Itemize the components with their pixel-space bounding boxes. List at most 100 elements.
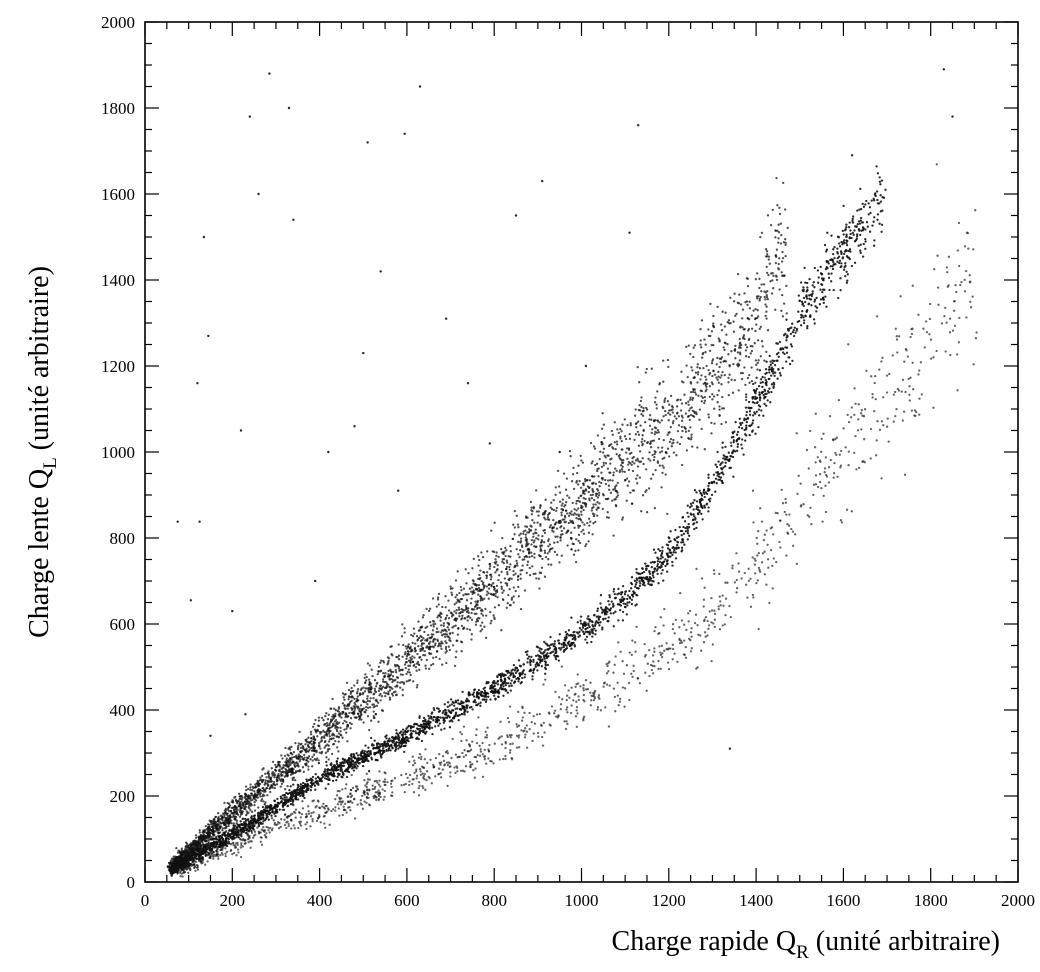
data-point-upper (741, 326, 744, 329)
data-point-upper (596, 506, 599, 509)
data-point-upper (577, 483, 580, 486)
data-point-upper (253, 801, 256, 804)
data-point-upper (489, 578, 493, 581)
data-point-middle (808, 277, 811, 281)
data-point-middle (626, 604, 629, 607)
data-point-upper (519, 577, 522, 580)
data-point-upper (266, 784, 270, 788)
data-point-upper (561, 518, 564, 521)
data-point-upper (555, 506, 559, 510)
data-point-upper (435, 605, 438, 608)
data-point-middle (879, 183, 882, 186)
data-point-upper (692, 346, 695, 349)
data-point-upper (661, 471, 664, 475)
data-point-upper (358, 693, 361, 697)
data-point-upper (684, 427, 687, 430)
data-point-upper (347, 698, 350, 701)
data-point-upper (484, 636, 488, 640)
data-point-upper (476, 599, 479, 603)
data-point-upper (356, 679, 359, 682)
data-point-upper (671, 411, 674, 414)
data-point-upper (596, 514, 599, 517)
data-point-upper (356, 690, 359, 693)
data-point-middle (772, 386, 775, 389)
data-point-upper (753, 342, 756, 345)
data-point-upper (577, 464, 580, 467)
data-point-upper (550, 563, 553, 566)
data-point-middle (693, 527, 696, 531)
data-point-middle (785, 351, 789, 354)
data-point-upper (353, 684, 356, 687)
data-point-upper (251, 789, 254, 792)
data-point-upper (483, 571, 486, 574)
data-point-upper (660, 450, 664, 453)
data-point-upper (525, 539, 528, 542)
data-point-upper (707, 328, 710, 331)
data-point-upper (626, 447, 629, 450)
data-point-upper (447, 609, 451, 612)
data-point-upper (199, 836, 202, 839)
data-point-upper (519, 537, 523, 540)
data-point-upper (396, 685, 399, 688)
data-point-middle (634, 585, 637, 588)
data-point-upper (544, 555, 548, 559)
data-point-upper (327, 758, 330, 761)
data-point-middle (527, 655, 531, 658)
data-point-middle (683, 520, 687, 523)
data-point-upper (177, 849, 180, 852)
data-point-upper (258, 782, 262, 786)
data-point-middle (819, 288, 822, 291)
data-point-upper (543, 511, 547, 515)
data-point-upper (380, 659, 383, 662)
data-point-upper (392, 691, 396, 694)
data-point-upper (480, 612, 483, 615)
data-point-upper (728, 373, 731, 376)
data-point-upper (244, 785, 248, 788)
data-point-upper (637, 459, 640, 462)
data-point-middle (608, 603, 611, 606)
data-point-middle (864, 228, 867, 231)
data-point-upper (461, 614, 464, 617)
data-point-upper (348, 711, 351, 715)
data-point-upper (318, 744, 321, 747)
data-point-upper (645, 468, 648, 471)
data-point-upper (738, 293, 741, 296)
data-point-upper (436, 598, 440, 601)
data-point-upper (571, 473, 575, 476)
data-point-upper (750, 327, 754, 330)
data-point-upper (279, 785, 282, 788)
data-point-upper (437, 645, 440, 648)
data-point-upper (303, 756, 306, 759)
data-point-upper (539, 544, 542, 547)
data-point-upper (750, 314, 754, 317)
data-point-upper (365, 679, 368, 682)
data-point-upper (516, 578, 520, 581)
data-point-upper (231, 800, 235, 803)
data-point-upper (360, 710, 363, 713)
data-point-middle (770, 383, 774, 386)
data-point-upper (298, 730, 301, 734)
data-point-middle (526, 657, 529, 660)
data-point-upper (502, 589, 505, 592)
data-point-upper (711, 398, 714, 401)
data-point-upper (437, 592, 441, 596)
data-point-upper (226, 812, 229, 815)
data-point-upper (664, 397, 667, 400)
data-point-middle (568, 640, 571, 643)
data-point-upper (704, 343, 707, 346)
data-point-upper (635, 477, 638, 480)
data-point-middle (651, 574, 655, 577)
data-point-upper (568, 449, 572, 453)
data-point-upper (239, 808, 242, 812)
data-point-upper (419, 635, 422, 638)
data-point-middle (427, 714, 430, 718)
data-point-upper (588, 479, 592, 482)
data-point-upper (767, 255, 771, 258)
data-point-middle (526, 650, 529, 653)
data-point-upper (416, 638, 420, 641)
data-point-upper (224, 809, 228, 812)
data-point-upper (487, 592, 490, 595)
data-point-upper (336, 726, 340, 729)
data-point-upper (768, 262, 771, 265)
